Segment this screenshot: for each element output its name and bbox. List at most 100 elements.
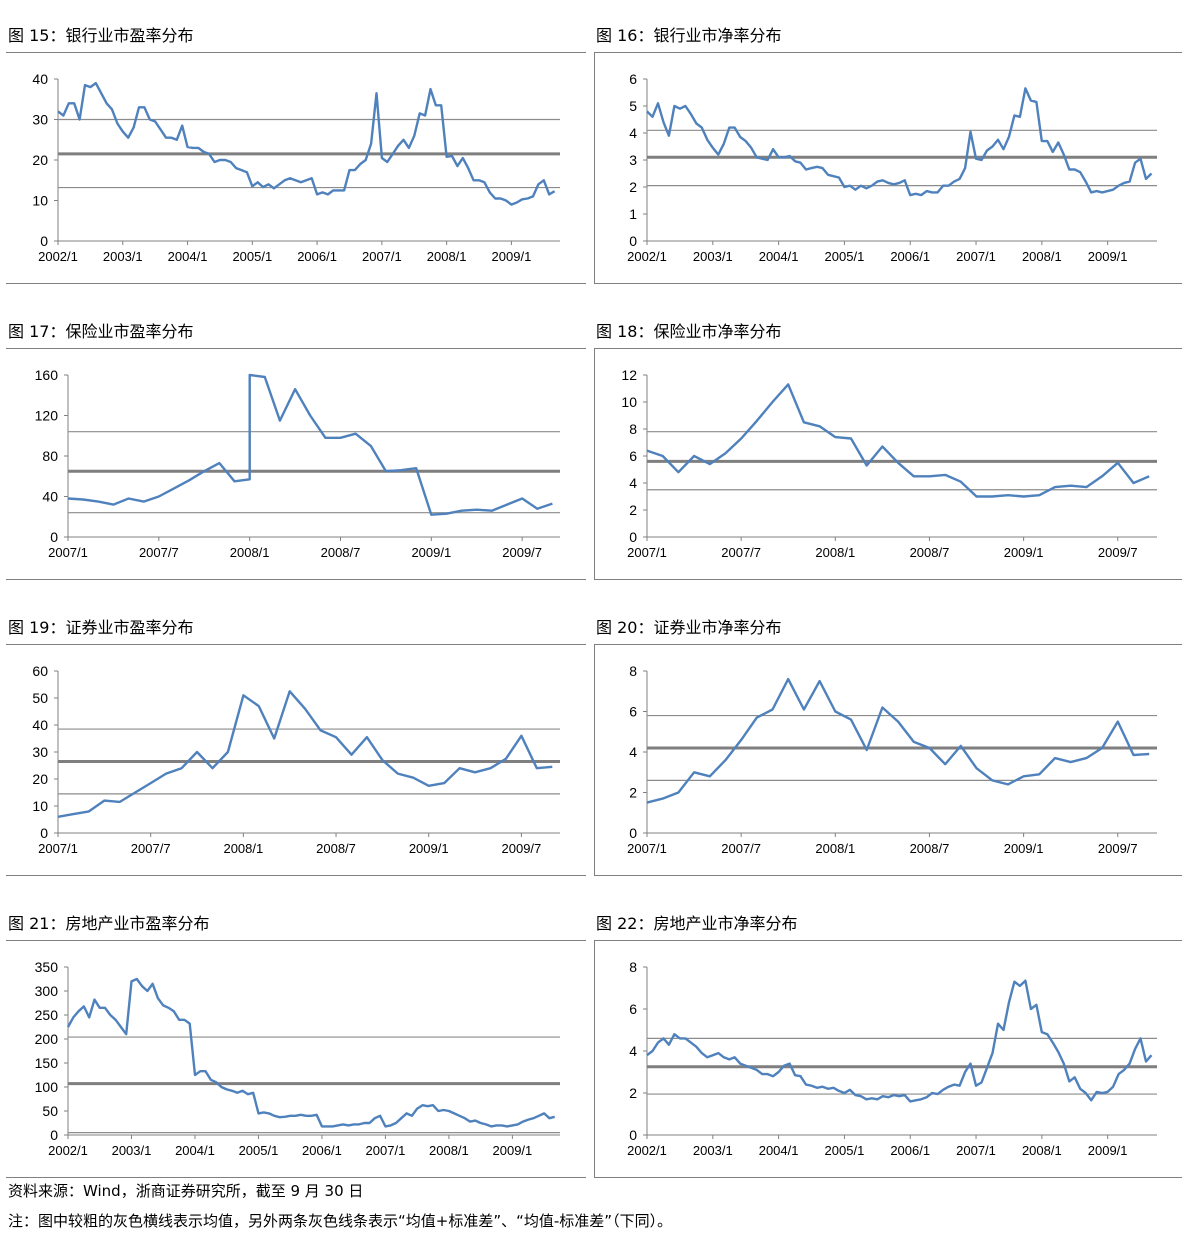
x-tick-label: 2008/1 [429, 1143, 469, 1158]
y-tick-label: 2 [629, 179, 637, 195]
y-tick-label: 0 [50, 529, 58, 545]
chart-title: 图 17：保险业市盈率分布 [8, 322, 194, 341]
x-tick-label: 2002/1 [627, 1143, 667, 1158]
x-tick-label: 2007/1 [956, 249, 996, 264]
x-tick-label: 2008/7 [321, 545, 361, 560]
y-tick-label: 2 [629, 1085, 637, 1101]
y-tick-label: 80 [42, 448, 58, 464]
y-tick-label: 3 [629, 152, 637, 168]
x-tick-label: 2003/1 [103, 249, 143, 264]
x-tick-label: 2005/1 [825, 1143, 865, 1158]
y-tick-label: 4 [629, 125, 637, 141]
y-tick-label: 6 [629, 1001, 637, 1017]
chart-title: 图 21：房地产业市盈率分布 [8, 914, 210, 933]
chart-fig17: 0 40 80 120 160 2007/1 2007/7 2008/1 2008/7 2009/… [35, 367, 560, 560]
series-line [57, 690, 553, 818]
panel-fig21: 图 21：房地产业市盈率分布 0 50 100 150 200 250 300 350 2002… [0, 888, 594, 1178]
panel-fig20: 图 20：证券业市净率分布 0 2 4 6 8 2007/1 2007/7 2008/1 200… [594, 592, 1191, 888]
x-tick-label: 2003/1 [112, 1143, 152, 1158]
y-tick-label: 20 [32, 771, 48, 787]
chart-fig22: 0 2 4 6 8 2002/1 2003/1 2004/1 2005/1 2006/1 2007/… [627, 959, 1157, 1158]
x-tick-label: 2006/1 [302, 1143, 342, 1158]
y-tick-label: 30 [32, 112, 48, 128]
x-tick-label: 2004/1 [759, 1143, 799, 1158]
series-line [646, 87, 1153, 197]
x-tick-label: 2008/1 [1022, 249, 1062, 264]
chart-frame: 0 2 4 6 8 2002/1 2003/1 2004/1 2005/1 2006/1 2007/… [594, 940, 1182, 1178]
y-tick-label: 2 [629, 785, 637, 801]
y-tick-label: 2 [629, 502, 637, 518]
x-tick-label: 2008/7 [316, 841, 356, 856]
x-tick-label: 2005/1 [232, 249, 272, 264]
x-tick-label: 2004/1 [175, 1143, 215, 1158]
y-tick-label: 10 [621, 394, 637, 410]
x-tick-label: 2009/7 [1098, 841, 1138, 856]
y-tick-label: 4 [629, 744, 637, 760]
y-tick-label: 60 [32, 663, 48, 679]
x-tick-label: 2009/1 [493, 1143, 533, 1158]
x-tick-label: 2007/1 [366, 1143, 406, 1158]
x-tick-label: 2004/1 [168, 249, 208, 264]
x-tick-label: 2008/1 [223, 841, 263, 856]
chart-frame: 0 10 20 30 40 50 60 2007/1 2007/7 2008/1 2008/7 200… [6, 644, 586, 876]
x-tick-label: 2007/1 [48, 545, 88, 560]
chart-fig16: 0 1 2 3 4 5 6 2002/1 2003/1 2004/1 2005/1 2006/1 200… [627, 71, 1157, 264]
chart-title: 图 22：房地产业市净率分布 [596, 914, 798, 933]
y-tick-label: 4 [629, 1043, 637, 1059]
series-line [646, 383, 1150, 498]
y-tick-label: 30 [32, 744, 48, 760]
series-line [646, 677, 1150, 804]
y-tick-label: 160 [35, 367, 59, 383]
chart-fig15: 0 10 20 30 40 2002/1 2003/1 2004/1 2005/1 2006/1 2… [32, 71, 560, 264]
y-tick-label: 120 [35, 408, 59, 424]
x-tick-label: 2009/1 [1088, 1143, 1128, 1158]
y-tick-label: 6 [629, 448, 637, 464]
chart-fig18: 0 2 4 6 8 10 12 2007/1 2007/7 2008/1 2008/7 2009/1 2… [621, 367, 1157, 560]
panel-fig17: 图 17：保险业市盈率分布 0 40 80 120 160 2007/1 2007/7 200… [0, 296, 594, 592]
y-tick-label: 8 [629, 959, 637, 975]
x-tick-label: 2003/1 [693, 249, 733, 264]
x-tick-label: 2005/1 [825, 249, 865, 264]
panel-fig18: 图 18：保险业市净率分布 0 2 4 6 8 10 12 2007/1 2007/7 2008/… [594, 296, 1191, 592]
y-tick-label: 0 [629, 825, 637, 841]
y-tick-label: 6 [629, 71, 637, 87]
x-tick-label: 2007/7 [721, 545, 761, 560]
x-tick-label: 2006/1 [297, 249, 337, 264]
x-tick-label: 2002/1 [38, 249, 78, 264]
x-tick-label: 2007/1 [627, 841, 667, 856]
y-tick-label: 10 [32, 193, 48, 209]
x-tick-label: 2003/1 [693, 1143, 733, 1158]
x-tick-label: 2007/1 [362, 249, 402, 264]
chart-title: 图 15：银行业市盈率分布 [8, 26, 194, 45]
chart-title: 图 19：证券业市盈率分布 [8, 618, 194, 637]
footnote: 注：图中较粗的灰色横线表示均值，另外两条灰色线条表示“均值+标准差”、“均值-标… [8, 1212, 673, 1230]
series-line [57, 81, 556, 206]
x-tick-label: 2009/7 [502, 545, 542, 560]
series-line [646, 979, 1153, 1103]
y-tick-label: 250 [35, 1007, 59, 1023]
x-tick-label: 2008/7 [910, 545, 950, 560]
y-tick-label: 1 [629, 206, 637, 222]
chart-frame: 0 50 100 150 200 250 300 350 2002/1 2003/1 2004/1 2… [6, 940, 586, 1178]
y-tick-label: 8 [629, 663, 637, 679]
x-tick-label: 2009/1 [492, 249, 532, 264]
y-tick-label: 40 [32, 717, 48, 733]
y-tick-label: 20 [32, 152, 48, 168]
x-tick-label: 2009/1 [1004, 841, 1044, 856]
chart-frame: 0 1 2 3 4 5 6 2002/1 2003/1 2004/1 2005/1 2006/1 200… [594, 52, 1182, 284]
x-tick-label: 2008/1 [230, 545, 270, 560]
y-tick-label: 0 [629, 1127, 637, 1143]
x-tick-label: 2009/7 [502, 841, 542, 856]
x-tick-label: 2002/1 [627, 249, 667, 264]
y-tick-label: 4 [629, 475, 637, 491]
x-tick-label: 2008/1 [1022, 1143, 1062, 1158]
panel-fig22: 图 22：房地产业市净率分布 0 2 4 6 8 2002/1 2003/1 2004/1 20… [594, 888, 1191, 1178]
y-tick-label: 0 [40, 233, 48, 249]
y-tick-label: 350 [35, 959, 59, 975]
chart-title: 图 20：证券业市净率分布 [596, 618, 782, 637]
x-tick-label: 2008/1 [815, 841, 855, 856]
y-tick-label: 5 [629, 98, 637, 114]
panel-fig16: 图 16：银行业市净率分布 0 1 2 3 4 5 6 2002/1 2003/1 2004/1 2… [594, 0, 1191, 296]
y-tick-label: 0 [629, 529, 637, 545]
chart-fig19: 0 10 20 30 40 50 60 2007/1 2007/7 2008/1 2008/7 200… [32, 663, 560, 856]
